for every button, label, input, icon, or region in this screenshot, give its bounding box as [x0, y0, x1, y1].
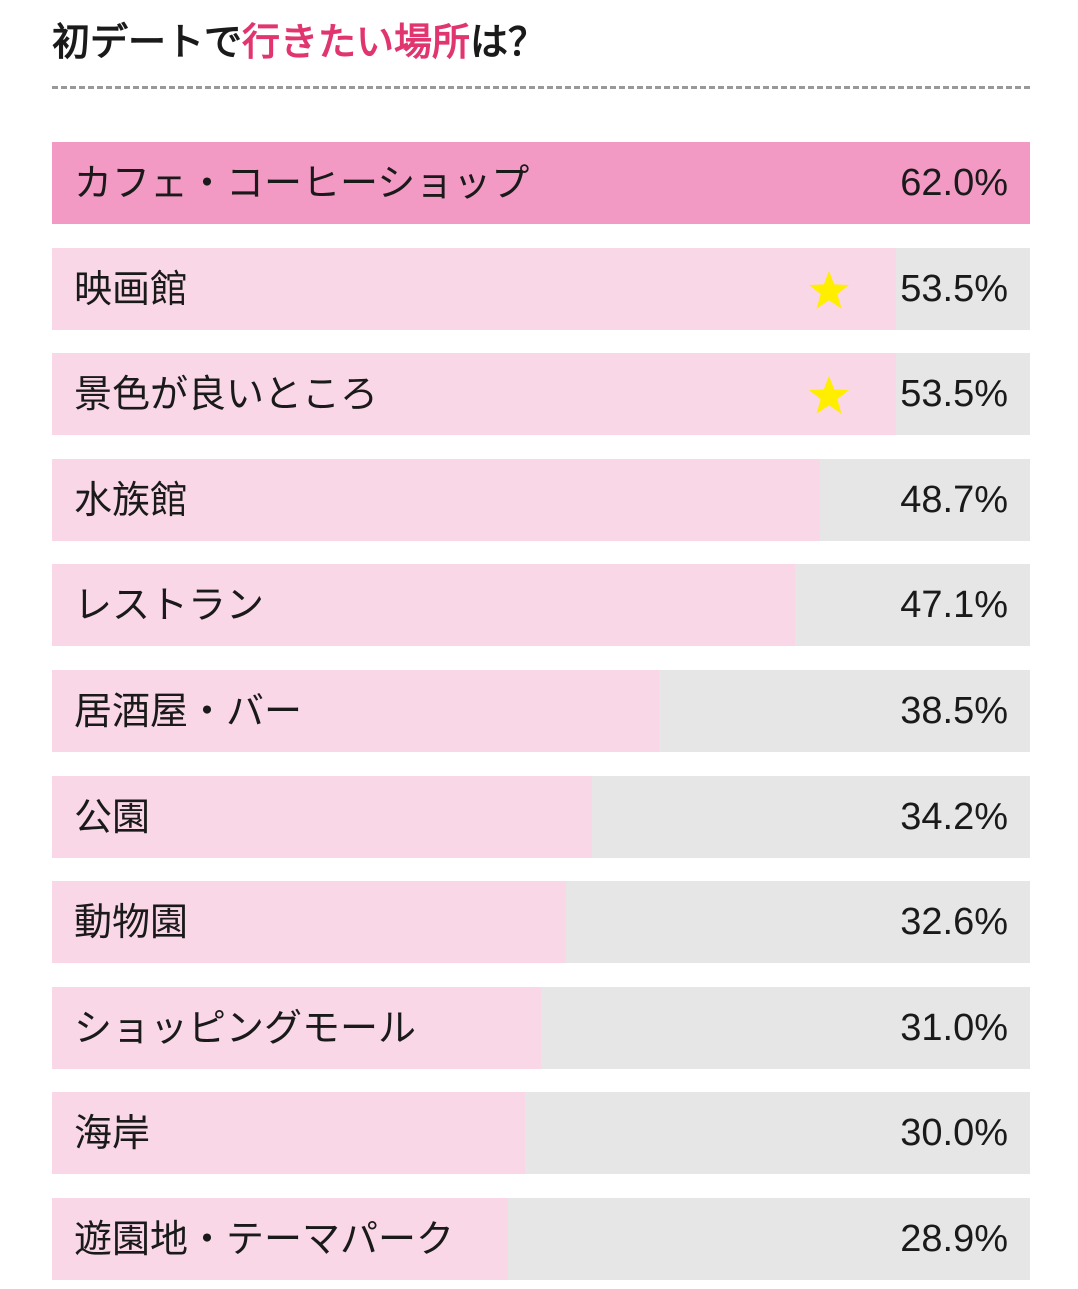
bar-value: 28.9% [900, 1218, 1008, 1260]
title-prefix: 初デートで [52, 20, 243, 64]
bar-value: 62.0% [900, 162, 1008, 204]
bar-fill [52, 775, 592, 858]
bar-label: 映画館 [74, 266, 189, 311]
bar-value: 32.6% [900, 901, 1008, 944]
bar-label: 動物園 [74, 900, 189, 945]
bar-row: 水族館 48.7% [52, 458, 1030, 541]
star-icon [809, 270, 849, 309]
bar-value: 34.2% [900, 795, 1008, 838]
bar-value: 30.0% [900, 1112, 1008, 1155]
bar-label: 居酒屋・バー [74, 689, 303, 733]
bar-row: 景色が良いところ 53.5% [52, 353, 1030, 436]
title-suffix: は？ [470, 20, 547, 64]
bar-fill [52, 670, 660, 752]
star-shape [809, 270, 849, 309]
bar-row: レストラン 47.1% [52, 564, 1030, 647]
bar-label: レストラン [74, 583, 265, 628]
bar-label: カフェ・コーヒーショップ [74, 161, 530, 205]
bar-label: 景色が良いところ [74, 372, 379, 417]
bar-label: 海岸 [74, 1111, 151, 1156]
bar-value: 47.1% [900, 584, 1008, 627]
star-icon [809, 376, 849, 414]
bar-row: 動物園 32.6% [52, 881, 1030, 964]
bar-value: 53.5% [900, 267, 1008, 310]
bar-label: 水族館 [74, 477, 189, 522]
bar-row: ショッピングモール 31.0% [52, 986, 1030, 1069]
bar-fill [52, 881, 567, 964]
bar-row: 遊園地・テーマパーク 28.9% [52, 1198, 1030, 1280]
bar-fill [52, 142, 1030, 224]
bar-row: 公園 34.2% [52, 775, 1030, 858]
bar-fill [52, 564, 795, 647]
bar-row: 海岸 30.0% [52, 1092, 1030, 1175]
star-shape [809, 376, 849, 414]
bar-fill [52, 353, 896, 436]
dashed-divider [52, 86, 1030, 89]
bar-value: 38.5% [900, 690, 1008, 732]
bar-fill [52, 986, 541, 1069]
bar-label: 遊園地・テーマパーク [74, 1217, 455, 1261]
title-accent: 行きたい場所 [242, 20, 471, 64]
bar-fill [52, 1198, 508, 1280]
bar-label: 公園 [74, 794, 151, 839]
bar-row: 映画館 53.5% [52, 247, 1030, 330]
bar-value: 48.7% [900, 478, 1008, 521]
bar-value: 53.5% [900, 373, 1008, 416]
bar-value: 31.0% [900, 1006, 1008, 1049]
chart-title: 初デートで行きたい場所は？ [52, 14, 546, 70]
bar-row: 居酒屋・バー 38.5% [52, 670, 1030, 752]
bar-row: カフェ・コーヒーショップ 62.0% [52, 142, 1030, 224]
bar-label: ショッピングモール [74, 1005, 417, 1050]
bar-fill [52, 247, 896, 330]
bar-fill [52, 458, 821, 541]
bar-fill [52, 1092, 526, 1175]
